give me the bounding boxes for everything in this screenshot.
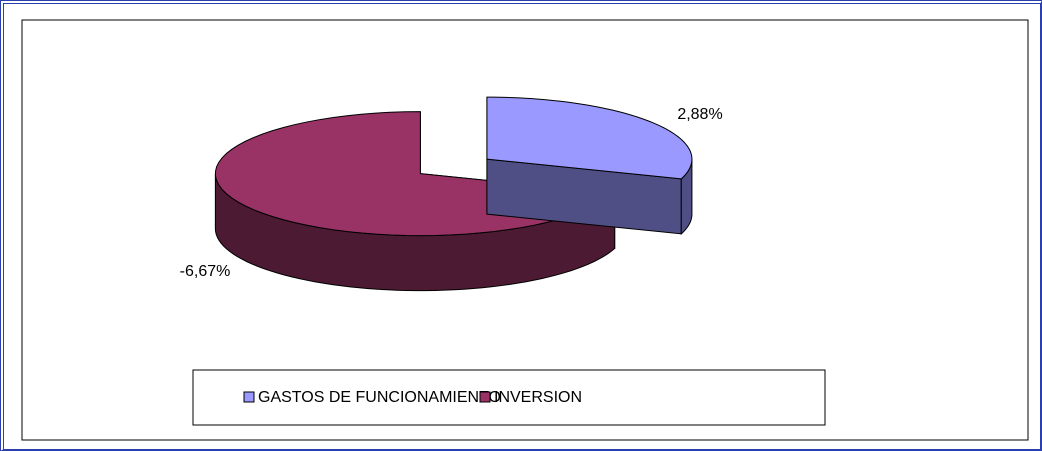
legend [192, 369, 826, 426]
slice [486, 96, 693, 180]
legend-swatch [479, 391, 491, 403]
data-label: -6,67% [180, 263, 231, 280]
legend-swatch [243, 391, 255, 403]
legend-label: GASTOS DE FUNCIONAMIENTO [258, 389, 501, 406]
legend-label: INVERSION [494, 389, 582, 406]
data-label: 2,88% [677, 106, 722, 123]
